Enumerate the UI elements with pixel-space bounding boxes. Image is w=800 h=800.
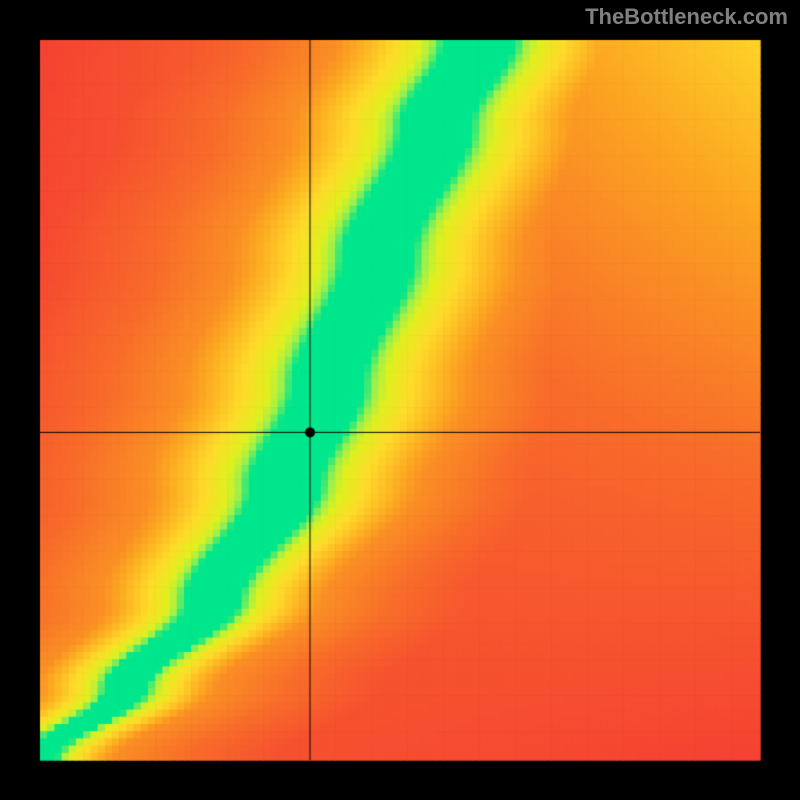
watermark-text: TheBottleneck.com bbox=[585, 4, 788, 30]
heatmap-canvas bbox=[0, 0, 800, 800]
chart-container: TheBottleneck.com bbox=[0, 0, 800, 800]
